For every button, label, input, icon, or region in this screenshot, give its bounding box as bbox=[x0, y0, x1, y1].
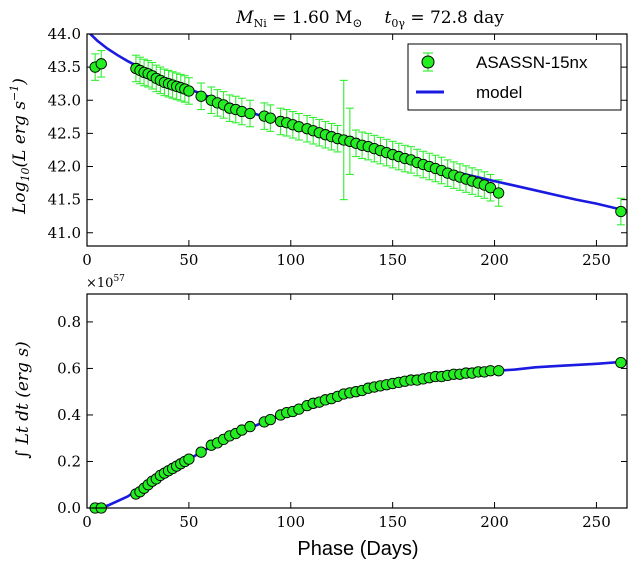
bottom-axis-ticks: 0 50 100 150 200 250 0.0 0.2 0.4 0.6 0.8 bbox=[57, 294, 627, 531]
top-ylabel: Log10(L erg s−1) bbox=[8, 78, 32, 215]
svg-text:∫ Lt dt (erg s): ∫ Lt dt (erg s) bbox=[13, 341, 33, 458]
top-data-point bbox=[95, 58, 107, 70]
top-xtick-label: 250 bbox=[582, 251, 611, 269]
bottom-ytick-label: 0.8 bbox=[57, 313, 81, 331]
legend-data-label: ASASSN-15nx bbox=[476, 53, 588, 72]
legend: ASASSN-15nx model bbox=[407, 43, 622, 111]
x-axis-label: Phase (Days) bbox=[297, 538, 418, 560]
bottom-data-points bbox=[89, 356, 627, 514]
bottom-xtick-label: 200 bbox=[480, 513, 509, 531]
bottom-ytick-label: 0.4 bbox=[57, 406, 81, 424]
bottom-xtick-label: 100 bbox=[276, 513, 305, 531]
bottom-xtick-label: 50 bbox=[179, 513, 198, 531]
top-ytick-label: 42.5 bbox=[48, 124, 81, 142]
bottom-ylabel: ∫ Lt dt (erg s) bbox=[13, 341, 33, 458]
top-axis-ticks: 0 50 100 150 200 250 41.0 41.5 42.0 42.5 43.0 43.5 4… bbox=[48, 25, 627, 269]
top-data-point bbox=[264, 112, 277, 124]
top-ytick-label: 41.5 bbox=[48, 191, 81, 209]
y-multiplier: ×1057 bbox=[86, 274, 125, 291]
top-data-point bbox=[183, 85, 195, 97]
legend-marker-icon bbox=[421, 55, 435, 69]
bottom-xtick-label: 0 bbox=[82, 513, 92, 531]
top-data-point bbox=[484, 182, 497, 194]
top-ytick-label: 41.0 bbox=[48, 224, 81, 242]
top-ytick-label: 42.0 bbox=[48, 158, 81, 176]
top-data-point bbox=[492, 187, 505, 199]
bottom-panel: 0 50 100 150 200 250 0.0 0.2 0.4 0.6 0.8 ×1057 ∫ L… bbox=[13, 274, 628, 560]
figure-title: MNi = 1.60 M⊙ t0γ = 72.8 day bbox=[235, 8, 504, 30]
bottom-ytick-label: 0.2 bbox=[57, 452, 81, 470]
svg-text:Log10(L erg s−1): Log10(L erg s−1) bbox=[8, 78, 32, 215]
bottom-data-point bbox=[244, 420, 256, 433]
legend-model-label: model bbox=[476, 83, 522, 102]
bottom-data-point bbox=[615, 356, 627, 369]
top-data-points bbox=[89, 58, 627, 218]
top-panel: 0 50 100 150 200 250 41.0 41.5 42.0 42.5 43.0 43.5 4… bbox=[8, 25, 628, 269]
top-xtick-label: 0 bbox=[82, 251, 92, 269]
legend-box bbox=[407, 43, 622, 111]
bottom-xtick-label: 250 bbox=[582, 513, 611, 531]
bottom-model-series bbox=[96, 360, 627, 508]
bottom-data-point bbox=[264, 413, 277, 426]
bottom-plot-frame bbox=[86, 293, 628, 509]
bottom-ytick-label: 0.6 bbox=[57, 359, 81, 377]
bottom-xtick-label: 150 bbox=[378, 513, 407, 531]
top-xtick-label: 50 bbox=[179, 251, 198, 269]
top-xtick-label: 100 bbox=[276, 251, 305, 269]
bottom-model-line bbox=[96, 360, 627, 508]
bottom-data-point bbox=[183, 453, 195, 465]
top-data-point bbox=[195, 90, 207, 102]
top-xtick-label: 200 bbox=[480, 251, 509, 269]
top-xtick-label: 150 bbox=[378, 251, 407, 269]
top-ytick-label: 43.0 bbox=[48, 91, 81, 109]
top-plot-frame bbox=[86, 33, 628, 247]
top-ytick-label: 43.5 bbox=[48, 58, 81, 76]
bottom-data-point bbox=[195, 446, 207, 458]
bottom-data-point bbox=[492, 365, 505, 377]
top-data-point bbox=[244, 107, 256, 120]
bottom-ytick-label: 0.0 bbox=[57, 499, 81, 517]
top-ytick-label: 44.0 bbox=[48, 25, 81, 43]
top-data-point bbox=[615, 205, 627, 218]
